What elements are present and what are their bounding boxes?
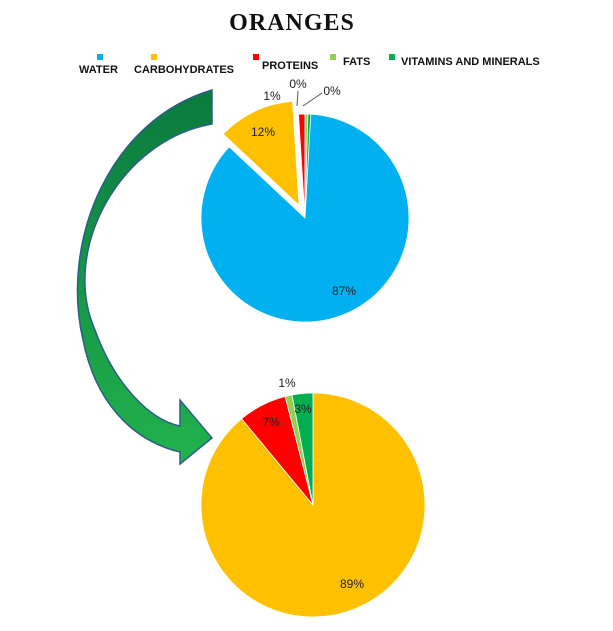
data-label-proteins: 1% bbox=[263, 89, 281, 103]
data-label-fats: 1% bbox=[278, 376, 296, 390]
data-label-proteins: 7% bbox=[262, 415, 280, 429]
pie-slice-water bbox=[200, 113, 410, 323]
data-label-carbohydrates: 89% bbox=[340, 577, 364, 591]
pie-chart-after: 89% 7% 1% 3% bbox=[200, 376, 426, 618]
legend-marker-water bbox=[97, 54, 103, 60]
legend-label-vitamins-and-minerals: VITAMINS AND MINERALS bbox=[401, 56, 540, 68]
leader-line bbox=[296, 90, 299, 107]
legend-marker-carbohydrates bbox=[151, 54, 157, 60]
chart-title: ORANGES bbox=[229, 10, 355, 36]
legend-marker-vitamins-and-minerals bbox=[389, 54, 395, 60]
curved-arrow bbox=[76, 88, 214, 466]
legend-marker-fats bbox=[330, 54, 336, 60]
pie-slice-vitamins-and-minerals bbox=[291, 392, 314, 506]
pie-slice-vitamins-and-minerals bbox=[304, 113, 312, 219]
pie-chart-before: 87% 12% 1% 0% 0% bbox=[200, 77, 410, 323]
legend-marker-proteins bbox=[253, 54, 259, 60]
data-label-carbohydrates: 12% bbox=[251, 125, 275, 139]
data-label-fats: 0% bbox=[289, 77, 307, 91]
legend: WATER CARBOHYDRATES PROTEINS FATS VITAMINS A… bbox=[79, 54, 540, 76]
data-label-vitamins-and-minerals: 3% bbox=[294, 402, 312, 416]
legend-label-water: WATER bbox=[79, 64, 118, 76]
leader-line bbox=[302, 92, 323, 107]
pie-slice-carbohydrates bbox=[222, 101, 300, 207]
legend-label-fats: FATS bbox=[343, 56, 370, 68]
data-label-vitamins-and-minerals: 0% bbox=[323, 84, 341, 98]
legend-label-carbohydrates: CARBOHYDRATES bbox=[134, 64, 234, 76]
data-label-water: 87% bbox=[332, 284, 356, 298]
legend-label-proteins: PROTEINS bbox=[262, 60, 318, 72]
pie-slice-proteins bbox=[298, 113, 306, 219]
